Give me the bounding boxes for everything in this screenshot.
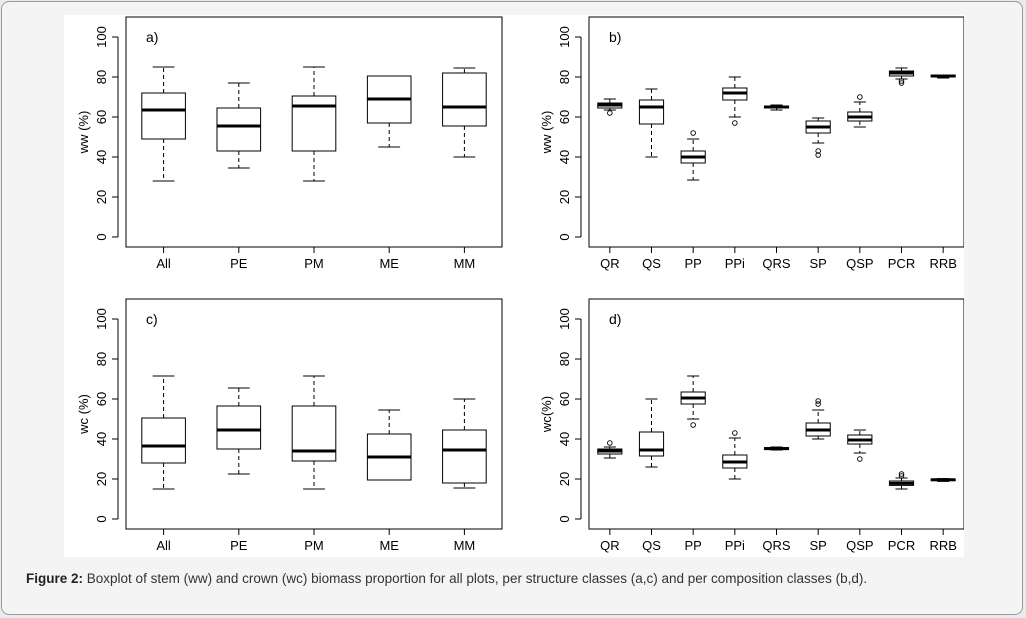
outlier-point [815, 398, 821, 404]
y-axis-title: ww (%) [539, 111, 554, 155]
x-tick-label: QSP [846, 256, 873, 271]
y-tick-label: 80 [557, 352, 572, 366]
y-axis-title: wc(%) [539, 396, 554, 433]
y-tick-label: 0 [94, 233, 109, 240]
y-tick-label: 100 [557, 26, 572, 48]
iqr-box [291, 405, 337, 462]
x-tick-label: PPi [725, 256, 745, 271]
y-tick-label: 40 [557, 150, 572, 164]
figure-image: a) 0 20 40 60 80 100 ww (%) All PE PM ME MM b) 0 20 40 60… [64, 15, 964, 557]
x-tick-label: PPi [725, 538, 745, 553]
plot-border [588, 298, 964, 530]
panel-label: d) [609, 311, 621, 327]
outlier-point [857, 94, 863, 100]
x-tick-label: SP [809, 256, 826, 271]
y-tick-label: 20 [557, 190, 572, 204]
x-tick-label: MM [454, 256, 476, 271]
y-tick-label: 80 [557, 70, 572, 84]
outlier-point [898, 471, 905, 477]
x-tick-label: All [156, 538, 171, 553]
outlier-point [898, 80, 905, 86]
y-axis-title: wc (%) [76, 394, 91, 435]
x-tick-label: PCR [888, 538, 915, 553]
y-tick-label: 80 [94, 70, 109, 84]
outlier-point [690, 130, 696, 136]
y-tick-label: 40 [94, 150, 109, 164]
iqr-box [141, 92, 186, 140]
iqr-box [291, 95, 337, 152]
x-tick-label: QSP [846, 538, 873, 553]
x-tick-label: PCR [888, 256, 915, 271]
outlier-point [815, 152, 821, 158]
iqr-box [141, 417, 186, 464]
outlier-point [815, 148, 821, 154]
outlier-point [732, 120, 738, 126]
y-tick-label: 100 [94, 26, 109, 48]
x-tick-label: ME [379, 538, 399, 553]
caption-label: Figure 2: [26, 571, 84, 586]
iqr-box [442, 429, 487, 484]
outlier-point [732, 430, 738, 436]
x-tick-label: QR [600, 256, 620, 271]
x-tick-label: PM [304, 538, 324, 553]
x-tick-label: QS [642, 256, 661, 271]
y-tick-label: 40 [557, 432, 572, 446]
plot-border [588, 16, 964, 248]
y-tick-label: 100 [94, 308, 109, 330]
y-tick-label: 60 [557, 110, 572, 124]
x-tick-label: PP [684, 538, 701, 553]
y-tick-label: 20 [94, 190, 109, 204]
outlier-point [898, 473, 905, 479]
iqr-box [638, 431, 665, 457]
x-tick-label: PE [230, 538, 248, 553]
y-tick-label: 60 [557, 392, 572, 406]
y-tick-label: 40 [94, 432, 109, 446]
x-tick-label: RRB [929, 538, 956, 553]
x-tick-label: ME [379, 256, 399, 271]
panel-label: b) [609, 29, 621, 45]
x-tick-label: SP [809, 538, 826, 553]
outlier-point [690, 422, 696, 428]
outlier-point [815, 401, 821, 407]
iqr-box [638, 99, 665, 125]
y-tick-label: 100 [557, 308, 572, 330]
caption-text: Boxplot of stem (ww) and crown (wc) biom… [86, 571, 868, 586]
outlier-point [607, 110, 613, 116]
x-tick-label: RRB [929, 256, 956, 271]
x-tick-label: QR [600, 538, 620, 553]
figure-caption: Figure 2: Boxplot of stem (ww) and crown… [26, 570, 1001, 588]
x-tick-label: MM [454, 538, 476, 553]
outlier-point [857, 456, 863, 462]
x-tick-label: PM [304, 256, 324, 271]
y-tick-label: 20 [557, 472, 572, 486]
iqr-box [216, 107, 262, 152]
panel-label: a) [146, 29, 158, 45]
x-tick-label: QRS [762, 256, 791, 271]
y-tick-label: 0 [557, 515, 572, 522]
x-tick-label: All [156, 256, 171, 271]
x-tick-label: QS [642, 538, 661, 553]
y-tick-label: 0 [557, 233, 572, 240]
y-tick-label: 60 [94, 110, 109, 124]
y-tick-label: 0 [94, 515, 109, 522]
y-axis-title: ww (%) [76, 111, 91, 155]
x-tick-label: PP [684, 256, 701, 271]
outlier-point [898, 78, 905, 84]
iqr-box [442, 72, 487, 127]
iqr-box [216, 405, 262, 450]
y-tick-label: 80 [94, 352, 109, 366]
boxplot-figure: a) 0 20 40 60 80 100 ww (%) All PE PM ME MM b) 0 20 40 60… [76, 16, 964, 553]
outlier-point [607, 440, 613, 446]
y-tick-label: 60 [94, 392, 109, 406]
panel-label: c) [146, 311, 158, 327]
x-tick-label: PE [230, 256, 248, 271]
y-tick-label: 20 [94, 472, 109, 486]
x-tick-label: QRS [762, 538, 791, 553]
